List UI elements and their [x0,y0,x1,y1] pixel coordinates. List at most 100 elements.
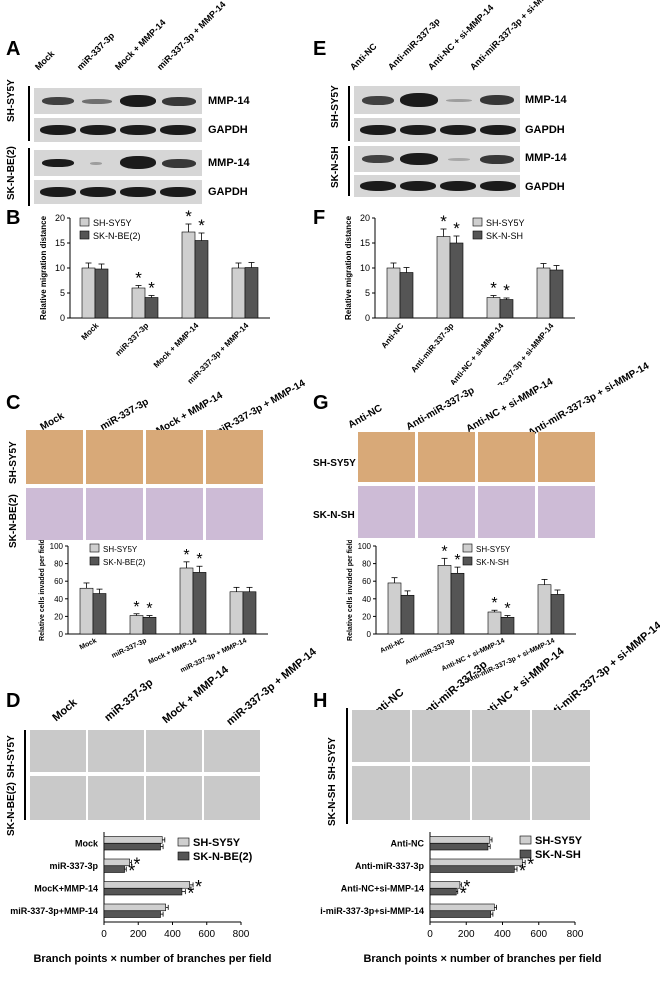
legend-swatch [472,230,483,240]
y-tick-label: Anti-miR-337-3p [355,861,425,871]
y-tick-label: 0 [59,630,64,639]
bar [142,616,157,635]
cell-line-label: SH-SY5Y [8,441,19,484]
significance-star: * [187,884,194,904]
bar [194,240,209,319]
bar [79,587,94,635]
bar [81,267,96,319]
legend-label: SK-N-BE(2) [103,558,146,567]
legend-swatch [79,230,90,240]
legend-swatch [177,851,190,861]
x-tick-label: 600 [198,929,215,940]
transwell-image [538,486,595,538]
tube-formation-image [352,766,410,820]
transwell-image [86,430,143,484]
blot-label: MMP-14 [208,95,250,107]
legend-label: SH-SY5Y [486,218,525,228]
legend-swatch [462,543,473,553]
y-tick-label: 40 [54,595,63,604]
panel-letter-e: E [313,38,327,60]
legend-label: SH-SY5Y [93,218,132,228]
significance-star: * [463,877,470,897]
chart-d: 0 200 400 600 800 Branch points × number of b… [10,832,272,965]
x-tick-label: Anti-NC + si-MMP-14 [448,321,506,385]
cell-line-label: SK-N-BE(2) [6,146,17,200]
y-tick-label: MocK+MMP-14 [34,883,98,893]
x-tick-label: 0 [101,929,107,940]
bar [92,593,107,635]
x-axis-label: Branch points × number of branches per f… [363,953,601,965]
tube-formation-image [30,730,86,772]
panel-letter-c: C [6,392,21,414]
chart-h: 0 200 400 600 800 Branch points × number of b… [320,832,602,965]
significance-star: * [454,552,460,569]
chart-g: 0 20 40 60 80 100 Relative cells invaded per f… [347,540,576,685]
western-blot-strip [34,180,202,204]
legend-label: SK-N-SH [486,231,523,241]
bar [103,858,130,867]
transwell-image [26,430,83,484]
western-blot-strip [34,88,202,114]
blot-label: MMP-14 [525,152,567,164]
bar [486,297,501,319]
x-tick-label: Mock + MMP-14 [152,321,201,370]
y-tick-label: 15 [360,238,370,248]
y-tick-label: 20 [360,213,370,223]
x-tick-label: 800 [233,929,250,940]
significance-star: * [135,269,142,288]
blot-label: GAPDH [525,124,565,136]
y-axis-label: Relative migration distance [39,215,48,320]
legend-swatch [177,837,190,847]
y-tick-label: 10 [55,263,65,273]
legend-swatch [462,556,473,566]
divider [348,86,350,141]
y-tick-label: Anti-NC [391,838,425,848]
cell-line-label: SH-SY5Y [6,79,17,122]
significance-star: * [133,854,140,874]
x-tick-label: Anti-miR-337-3p + si-MMP-14 [478,321,556,385]
tube-formation-image [412,710,470,762]
divider [28,148,30,206]
condition-label: Anti-NC [346,402,385,431]
bar [537,584,552,635]
bar [549,269,564,319]
x-tick-label: Mock [80,321,101,342]
y-tick-label: 80 [54,560,63,569]
significance-star: * [196,551,202,568]
x-axis-label: Branch points × number of branches per f… [33,953,271,965]
significance-star: * [441,543,447,560]
condition-label: miR-337-3p [74,30,117,72]
bar [103,910,161,918]
legend-label: SK-N-BE(2) [193,851,253,863]
significance-star: * [198,216,205,235]
cell-line-label: SH-SY5Y [313,458,356,469]
western-blot-strip [34,150,202,176]
legend-label: SH-SY5Y [103,545,138,554]
panel-letter-f: F [313,207,326,229]
y-tick-label: 100 [50,542,64,551]
tube-formation-image [532,766,590,820]
bar [536,267,551,319]
western-blot-strip [354,146,520,172]
bar [94,268,109,319]
significance-star: * [527,854,534,874]
legend-swatch [89,543,100,553]
tube-formation-image [204,730,260,772]
y-tick-label: 100 [358,542,372,551]
blot-label: GAPDH [208,124,248,136]
x-tick-label: 800 [567,929,584,940]
legend-swatch [79,217,90,227]
bar [131,287,146,319]
y-tick-label: Anti-NC+si-MMP-14 [341,883,424,893]
western-blot-strip [34,118,202,142]
y-tick-label: 60 [54,577,63,586]
cell-line-label: SK-N-SH [313,510,355,521]
legend-swatch [519,849,532,859]
western-blot-strip [354,175,520,197]
bar [103,865,125,873]
blot-label: MMP-14 [525,94,567,106]
y-tick-label: 40 [362,595,371,604]
tube-formation-image [88,776,144,820]
transwell-image [206,488,263,540]
cell-line-label: SK-N-SH [327,784,338,826]
